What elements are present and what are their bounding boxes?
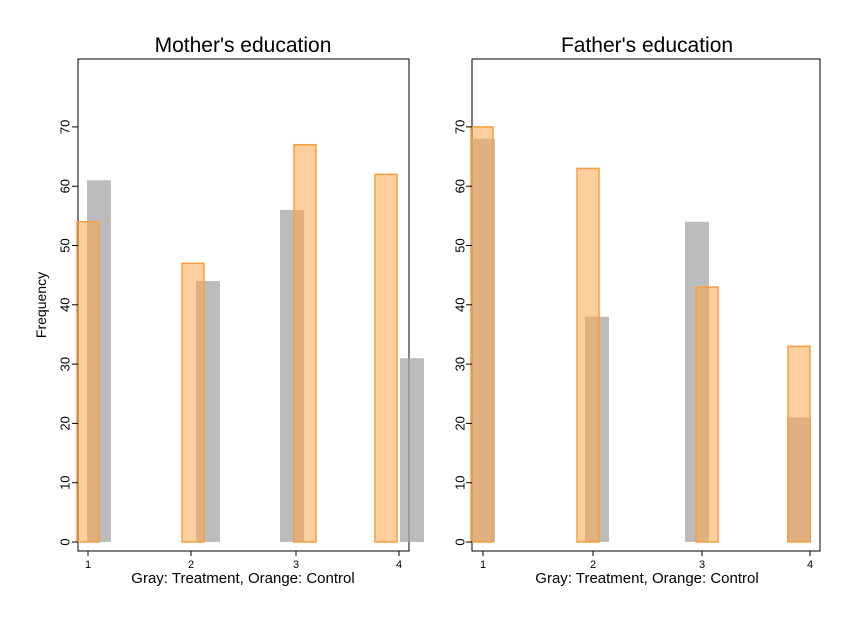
chart-title: Father's education [561, 34, 733, 57]
bar-marks [470, 126, 811, 543]
x-tick-label: 4 [396, 559, 402, 571]
x-tick-label: 1 [85, 559, 91, 571]
x-tick-label: 2 [590, 559, 596, 571]
y-ticks: 0 10 20 30 40 50 60 70 [452, 120, 472, 546]
bar-treatment [400, 358, 424, 542]
x-tick-label: 3 [293, 559, 299, 571]
x-tick-label: 3 [699, 559, 705, 571]
bar-control [576, 167, 600, 543]
y-tick-label: 50 [57, 238, 72, 252]
y-tick-label: 60 [57, 179, 72, 193]
y-tick-label: 10 [452, 475, 467, 489]
bar-control [695, 286, 719, 543]
y-tick-label: 70 [452, 120, 467, 134]
bar-control [470, 126, 494, 543]
y-axis-label: Frequency [33, 272, 49, 338]
y-tick-label: 20 [452, 416, 467, 430]
bar-control [76, 221, 100, 543]
y-tick-label: 30 [57, 357, 72, 371]
x-axis-label: Gray: Treatment, Orange: Control [535, 570, 758, 587]
y-tick-label: 20 [57, 416, 72, 430]
plot-frame [471, 58, 821, 552]
x-axis-label: Gray: Treatment, Orange: Control [131, 570, 354, 587]
y-tick-label: 30 [452, 357, 467, 371]
chart-title: Mother's education [155, 34, 332, 57]
y-tick-label: 0 [57, 538, 72, 545]
x-tick-label: 4 [807, 559, 813, 571]
bar-control [374, 173, 398, 543]
y-ticks: 0 10 20 30 40 50 60 70 [57, 120, 78, 546]
y-tick-label: 60 [452, 179, 467, 193]
bar-control [181, 262, 205, 543]
x-ticks: 1 2 3 4 [480, 551, 813, 571]
x-ticks: 1 2 3 4 [85, 551, 402, 571]
bar-control [787, 345, 811, 543]
plot-frame [77, 58, 410, 552]
y-tick-label: 70 [57, 120, 72, 134]
y-tick-label: 40 [57, 298, 72, 312]
y-tick-label: 40 [452, 298, 467, 312]
bar-marks [76, 143, 424, 543]
y-tick-label: 50 [452, 238, 467, 252]
bar-control [293, 143, 317, 543]
y-tick-label: 0 [452, 538, 467, 545]
y-tick-label: 10 [57, 475, 72, 489]
x-tick-label: 2 [188, 559, 194, 571]
x-tick-label: 1 [480, 559, 486, 571]
